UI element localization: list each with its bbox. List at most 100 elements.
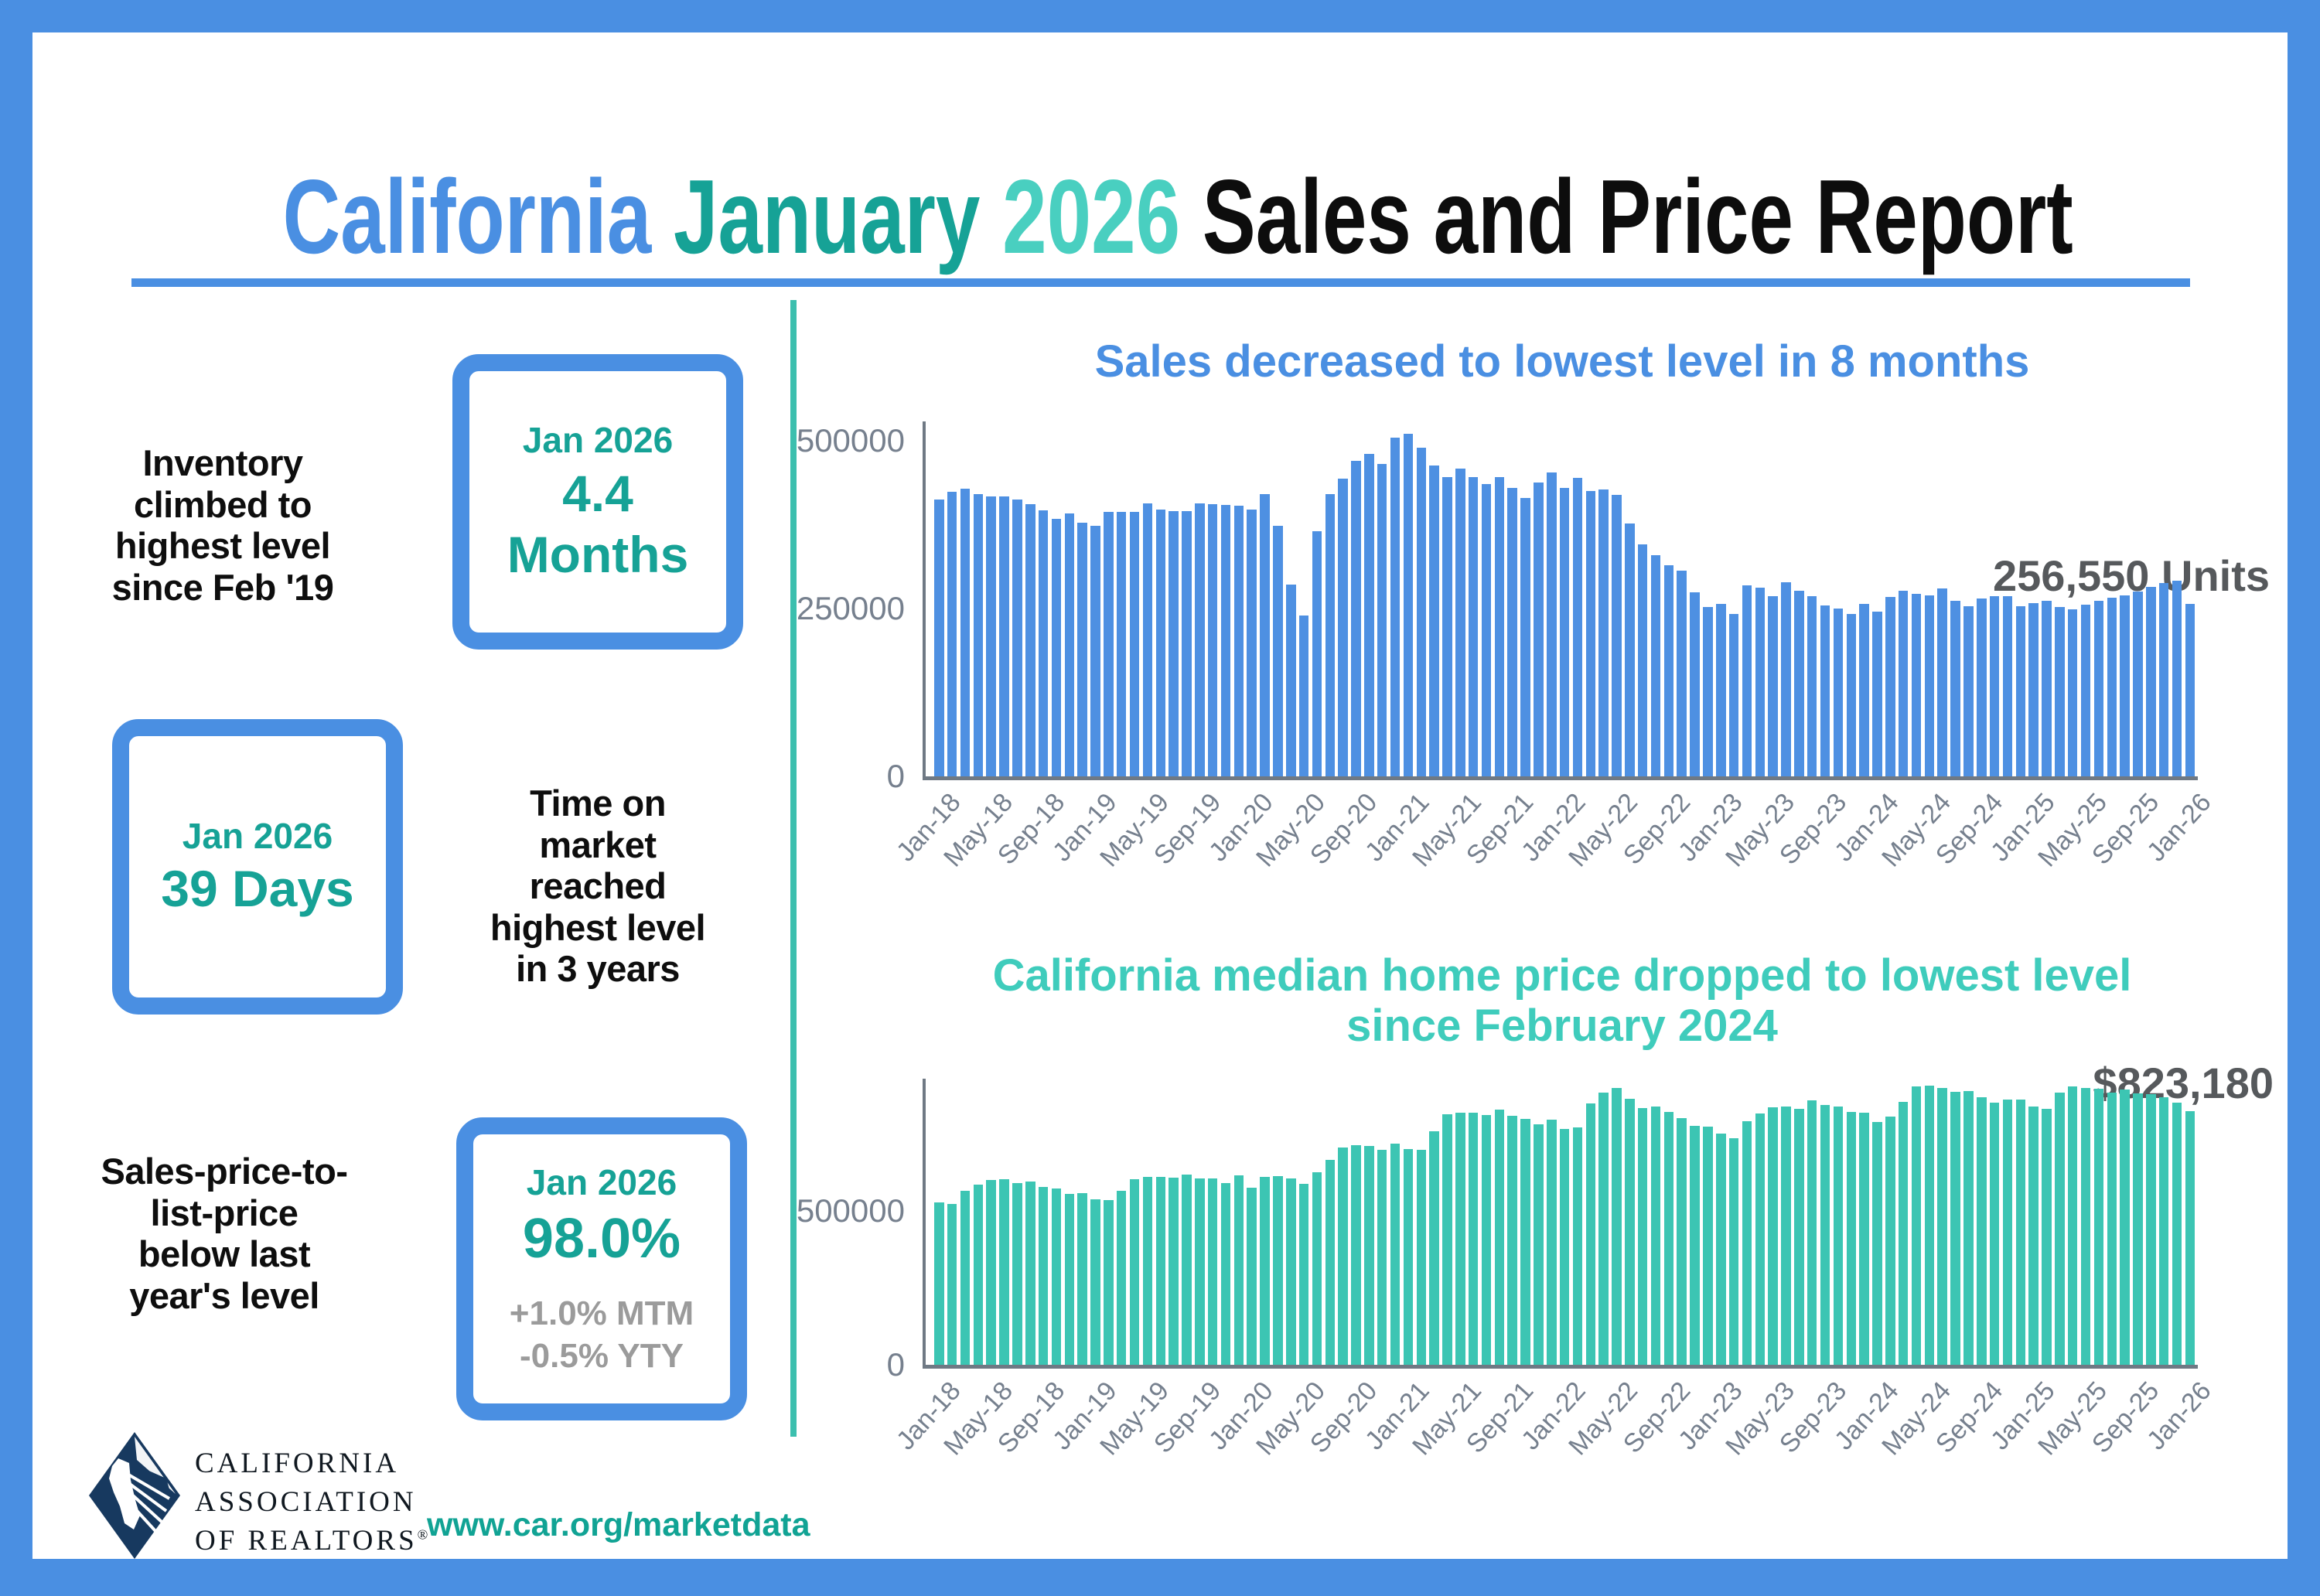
time-on-market-stat-box: Jan 2026 39 Days — [112, 719, 403, 1015]
bar — [1247, 510, 1257, 776]
bar — [934, 500, 944, 776]
time-on-market-stat-label: Time on market reached highest level in … — [490, 783, 706, 990]
title-year: 2026 — [1002, 158, 1181, 276]
bar — [1911, 594, 1922, 776]
bar — [1025, 504, 1035, 776]
bar — [986, 496, 996, 776]
org-name-line3: OF REALTORS® — [195, 1525, 432, 1557]
bar — [2172, 1103, 2182, 1365]
bar — [1494, 477, 1505, 776]
bar — [1585, 491, 1596, 776]
bar — [2120, 1090, 2130, 1365]
bar — [1846, 1112, 1857, 1365]
bar — [1129, 512, 1140, 776]
sale-to-list-mtm: +1.0% MTM — [509, 1294, 694, 1332]
bar — [1416, 1150, 1427, 1365]
bar — [1377, 464, 1387, 776]
bar — [1064, 513, 1075, 776]
bar — [2002, 596, 2013, 776]
bar — [1351, 461, 1361, 776]
bar — [1233, 506, 1244, 776]
bar — [1572, 1127, 1583, 1365]
bar — [1429, 466, 1439, 776]
bar — [1690, 1126, 1700, 1365]
bar — [1286, 1178, 1296, 1365]
bar — [1455, 469, 1465, 776]
bar — [1520, 498, 1530, 776]
bar — [1585, 1103, 1596, 1365]
bar — [1182, 1175, 1192, 1365]
bar — [2185, 1111, 2195, 1365]
bar — [1325, 494, 1336, 776]
bar — [1416, 448, 1427, 776]
bar — [1051, 1188, 1062, 1365]
bar — [1390, 438, 1401, 776]
bar — [1963, 606, 1974, 776]
bar — [973, 494, 984, 776]
bar — [1677, 571, 1687, 776]
bar — [1298, 1184, 1309, 1365]
bar — [1494, 1110, 1505, 1365]
bar — [1403, 1149, 1414, 1365]
bar — [986, 1180, 996, 1365]
bar — [960, 1191, 971, 1365]
bar — [1650, 555, 1661, 776]
bar — [1364, 454, 1374, 776]
bar — [2185, 604, 2195, 776]
y-axis-line — [923, 421, 926, 780]
sale-to-list-yty: -0.5% YTY — [520, 1336, 684, 1375]
bar — [1598, 1093, 1609, 1365]
bar — [2080, 605, 2091, 776]
bar — [2042, 1109, 2052, 1365]
bar — [1520, 1119, 1530, 1365]
registered-mark: ® — [417, 1526, 432, 1543]
bar — [1090, 526, 1100, 776]
bar — [1090, 1199, 1100, 1365]
bar — [2015, 606, 2026, 776]
bar — [1142, 1177, 1153, 1365]
price-chart-title: California median home price dropped to … — [992, 950, 2132, 1051]
bar — [1025, 1182, 1035, 1365]
sale-to-list-stat-label: Sales-price-to-list-price below last yea… — [101, 1151, 348, 1316]
bar — [1663, 1112, 1674, 1365]
bar — [1977, 1097, 1987, 1365]
bar — [1950, 601, 1960, 776]
bar — [1612, 495, 1622, 776]
bar — [1547, 1120, 1557, 1365]
bar — [1455, 1113, 1465, 1365]
bar — [1690, 592, 1700, 776]
bar — [1846, 614, 1857, 776]
bar — [1781, 582, 1791, 776]
bar — [2015, 1100, 2026, 1365]
bar — [1807, 596, 1817, 776]
bar — [1937, 1088, 1947, 1365]
bar — [1207, 1178, 1218, 1365]
bar — [1703, 607, 1713, 776]
bar — [1051, 519, 1062, 776]
bar — [1116, 512, 1127, 776]
inventory-stat-box: Jan 2026 4.4 Months — [452, 354, 743, 650]
y-tick-label: 250000 — [796, 590, 905, 626]
bar — [1977, 598, 1987, 776]
bar — [1728, 614, 1739, 776]
bar — [2133, 1093, 2143, 1365]
x-axis-line — [923, 776, 2198, 780]
bar — [1207, 504, 1218, 776]
bar — [1338, 479, 1348, 776]
bar — [1312, 1172, 1322, 1365]
bar — [947, 1204, 957, 1365]
y-axis-line — [923, 1079, 926, 1369]
bar — [1104, 1200, 1114, 1365]
bar — [1559, 488, 1570, 776]
bar — [1233, 1175, 1244, 1365]
bar — [2080, 1088, 2091, 1365]
bar — [1351, 1145, 1361, 1365]
bar — [999, 496, 1009, 776]
bar — [1663, 565, 1674, 776]
bar — [1924, 1086, 1935, 1365]
marketdata-url[interactable]: www.car.org/marketdata — [427, 1506, 810, 1543]
bar — [1169, 511, 1179, 776]
bar — [1273, 1176, 1283, 1365]
bar — [1077, 523, 1087, 776]
